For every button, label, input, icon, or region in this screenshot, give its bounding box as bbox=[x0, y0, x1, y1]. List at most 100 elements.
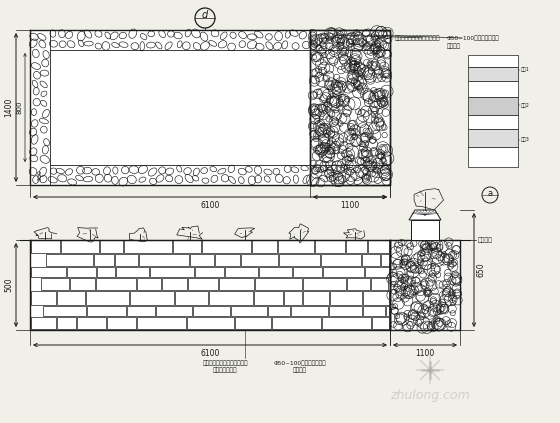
Bar bbox=[190, 254, 214, 266]
Bar bbox=[468, 97, 518, 115]
Bar bbox=[468, 81, 518, 97]
Bar bbox=[362, 254, 380, 266]
Bar bbox=[30, 30, 390, 185]
Bar bbox=[252, 241, 277, 253]
Bar bbox=[291, 306, 328, 316]
Bar bbox=[272, 317, 321, 330]
Bar bbox=[30, 267, 66, 277]
Bar bbox=[315, 241, 345, 253]
Text: 不见天边樱木地: 不见天边樱木地 bbox=[213, 367, 237, 373]
Text: 6100: 6100 bbox=[200, 349, 220, 358]
Text: 山石外面借助干坡干地面素地: 山石外面借助干坡干地面素地 bbox=[202, 360, 248, 365]
Bar bbox=[255, 278, 302, 290]
Bar bbox=[347, 278, 370, 290]
Bar bbox=[30, 291, 56, 305]
Bar bbox=[372, 317, 389, 330]
Bar bbox=[321, 254, 361, 266]
Bar bbox=[128, 306, 155, 316]
Bar bbox=[278, 241, 314, 253]
Bar bbox=[303, 278, 346, 290]
Bar bbox=[57, 317, 76, 330]
Bar bbox=[241, 254, 278, 266]
Bar bbox=[30, 317, 56, 330]
Bar bbox=[87, 306, 127, 316]
Bar bbox=[468, 55, 518, 67]
Bar bbox=[329, 306, 362, 316]
Bar bbox=[323, 267, 364, 277]
Bar bbox=[386, 306, 389, 316]
Bar bbox=[124, 241, 172, 253]
Text: 层次2: 层次2 bbox=[521, 102, 530, 107]
Text: Φ50~100黄色鹕鸟石外徧: Φ50~100黄色鹕鸟石外徧 bbox=[447, 35, 500, 41]
Bar bbox=[57, 291, 85, 305]
Bar bbox=[322, 317, 371, 330]
Bar bbox=[225, 267, 258, 277]
Bar bbox=[468, 129, 518, 147]
Text: 山石外面借助干坡干地面素地: 山石外面借助干坡干地面素地 bbox=[395, 35, 441, 41]
Bar bbox=[468, 67, 518, 81]
Bar bbox=[254, 291, 283, 305]
Text: 500: 500 bbox=[4, 277, 13, 292]
Text: Φ50~100黄色鹕鸟石外徧: Φ50~100黄色鹕鸟石外徧 bbox=[274, 360, 326, 365]
Bar bbox=[46, 254, 93, 266]
Bar bbox=[96, 278, 136, 290]
Bar bbox=[284, 291, 302, 305]
Bar bbox=[86, 291, 129, 305]
Bar bbox=[139, 254, 189, 266]
Bar bbox=[61, 241, 99, 253]
Text: 1100: 1100 bbox=[340, 201, 360, 210]
Text: 层次1: 层次1 bbox=[521, 68, 530, 72]
Text: 层次3: 层次3 bbox=[521, 137, 530, 143]
Text: 1100: 1100 bbox=[416, 349, 435, 358]
Bar bbox=[188, 278, 217, 290]
Bar bbox=[368, 241, 389, 253]
Bar bbox=[371, 278, 389, 290]
Bar bbox=[193, 306, 230, 316]
Bar bbox=[218, 278, 254, 290]
Text: 6100: 6100 bbox=[200, 201, 220, 210]
Bar bbox=[100, 241, 123, 253]
Text: 山石底面: 山石底面 bbox=[293, 367, 307, 373]
Bar bbox=[41, 278, 69, 290]
Bar bbox=[43, 306, 86, 316]
Bar bbox=[411, 220, 439, 240]
Bar bbox=[202, 241, 251, 253]
Bar bbox=[156, 306, 192, 316]
Bar bbox=[130, 291, 174, 305]
Bar bbox=[235, 317, 271, 330]
Bar bbox=[279, 254, 320, 266]
Bar bbox=[162, 278, 188, 290]
Bar bbox=[187, 317, 234, 330]
Bar bbox=[363, 291, 389, 305]
Bar bbox=[97, 267, 115, 277]
Bar bbox=[150, 267, 194, 277]
Text: d: d bbox=[202, 11, 208, 20]
Text: 成品计山: 成品计山 bbox=[478, 237, 493, 243]
Text: 650: 650 bbox=[477, 263, 486, 277]
Bar bbox=[259, 267, 292, 277]
Text: 300: 300 bbox=[38, 169, 43, 181]
Bar bbox=[30, 240, 390, 330]
Bar bbox=[67, 267, 96, 277]
Bar bbox=[107, 317, 136, 330]
Bar bbox=[390, 240, 460, 330]
Text: a: a bbox=[487, 189, 493, 198]
Bar bbox=[304, 291, 329, 305]
Bar bbox=[77, 317, 106, 330]
Bar bbox=[115, 254, 138, 266]
Bar bbox=[231, 306, 268, 316]
Text: 1400: 1400 bbox=[4, 98, 13, 117]
Bar bbox=[365, 267, 389, 277]
Bar bbox=[173, 241, 201, 253]
Bar bbox=[209, 291, 253, 305]
Text: 800: 800 bbox=[17, 101, 23, 114]
Bar bbox=[30, 241, 60, 253]
Bar bbox=[330, 291, 362, 305]
Bar bbox=[137, 278, 161, 290]
Bar bbox=[71, 278, 95, 290]
Bar bbox=[468, 147, 518, 167]
Text: 山石底面: 山石底面 bbox=[447, 43, 461, 49]
Bar bbox=[50, 50, 390, 165]
Text: zhulong.com: zhulong.com bbox=[390, 388, 470, 401]
Bar bbox=[363, 306, 385, 316]
